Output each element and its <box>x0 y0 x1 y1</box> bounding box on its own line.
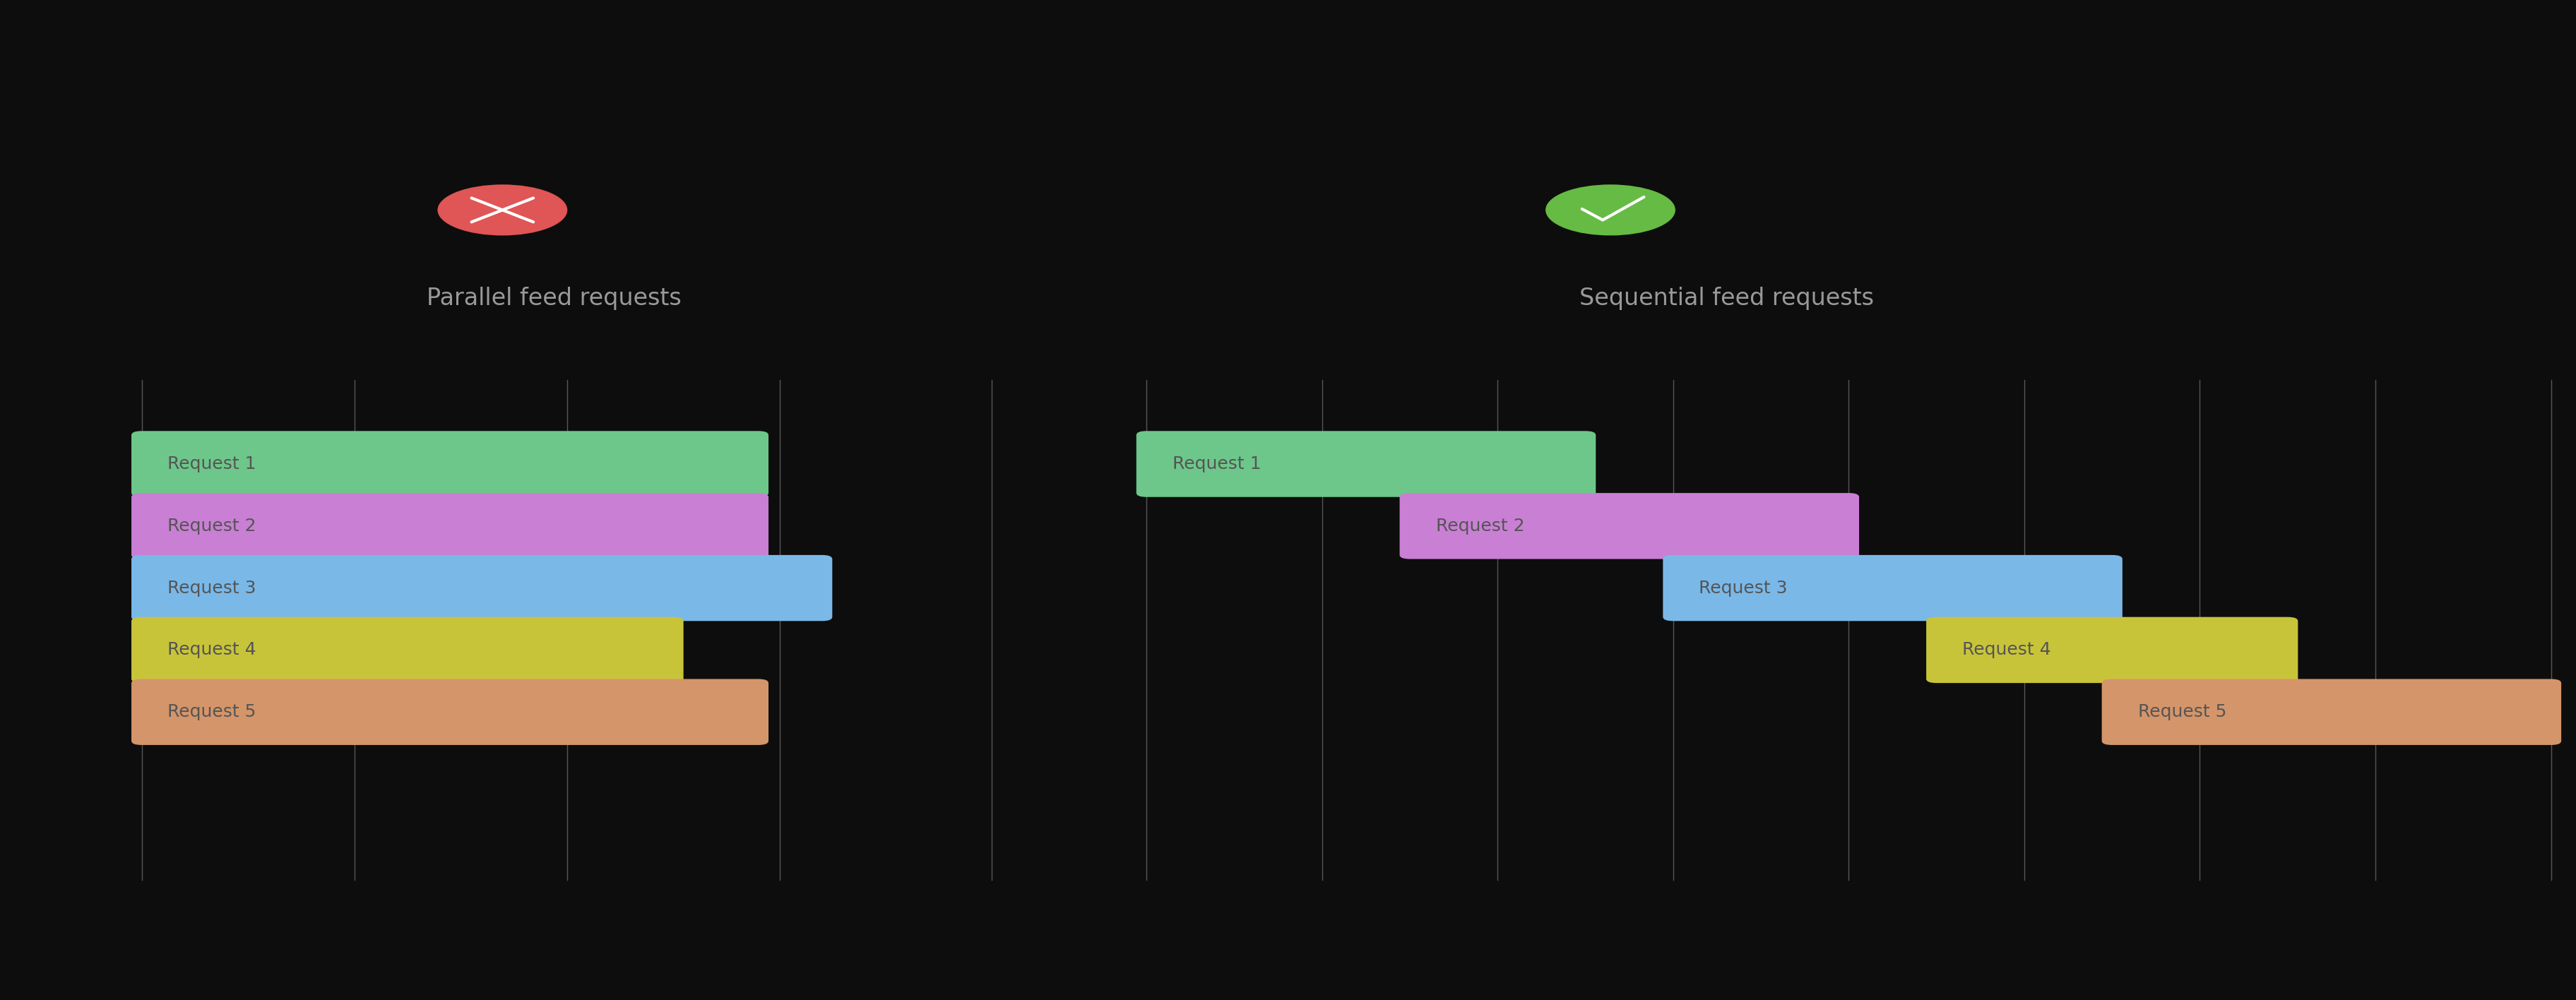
Text: Request 3: Request 3 <box>167 580 255 596</box>
FancyBboxPatch shape <box>131 555 832 621</box>
FancyBboxPatch shape <box>131 431 768 497</box>
FancyBboxPatch shape <box>131 493 768 559</box>
FancyBboxPatch shape <box>2102 679 2561 745</box>
FancyBboxPatch shape <box>131 679 768 745</box>
FancyBboxPatch shape <box>131 617 683 683</box>
FancyBboxPatch shape <box>1136 431 1595 497</box>
Text: Request 5: Request 5 <box>167 704 255 720</box>
FancyBboxPatch shape <box>1662 555 2123 621</box>
Text: Request 2: Request 2 <box>167 518 255 534</box>
Text: Request 4: Request 4 <box>1963 642 2050 658</box>
Text: Sequential feed requests: Sequential feed requests <box>1579 287 1873 310</box>
FancyBboxPatch shape <box>1927 617 2298 683</box>
Circle shape <box>438 185 567 235</box>
FancyBboxPatch shape <box>1399 493 1860 559</box>
Text: Parallel feed requests: Parallel feed requests <box>428 287 680 310</box>
Text: Request 3: Request 3 <box>1698 580 1788 596</box>
Text: Request 1: Request 1 <box>167 456 255 472</box>
Text: Request 4: Request 4 <box>167 642 255 658</box>
Text: Request 5: Request 5 <box>2138 704 2226 720</box>
Circle shape <box>1546 185 1674 235</box>
Text: Request 2: Request 2 <box>1435 518 1525 534</box>
Text: Request 1: Request 1 <box>1172 456 1260 472</box>
